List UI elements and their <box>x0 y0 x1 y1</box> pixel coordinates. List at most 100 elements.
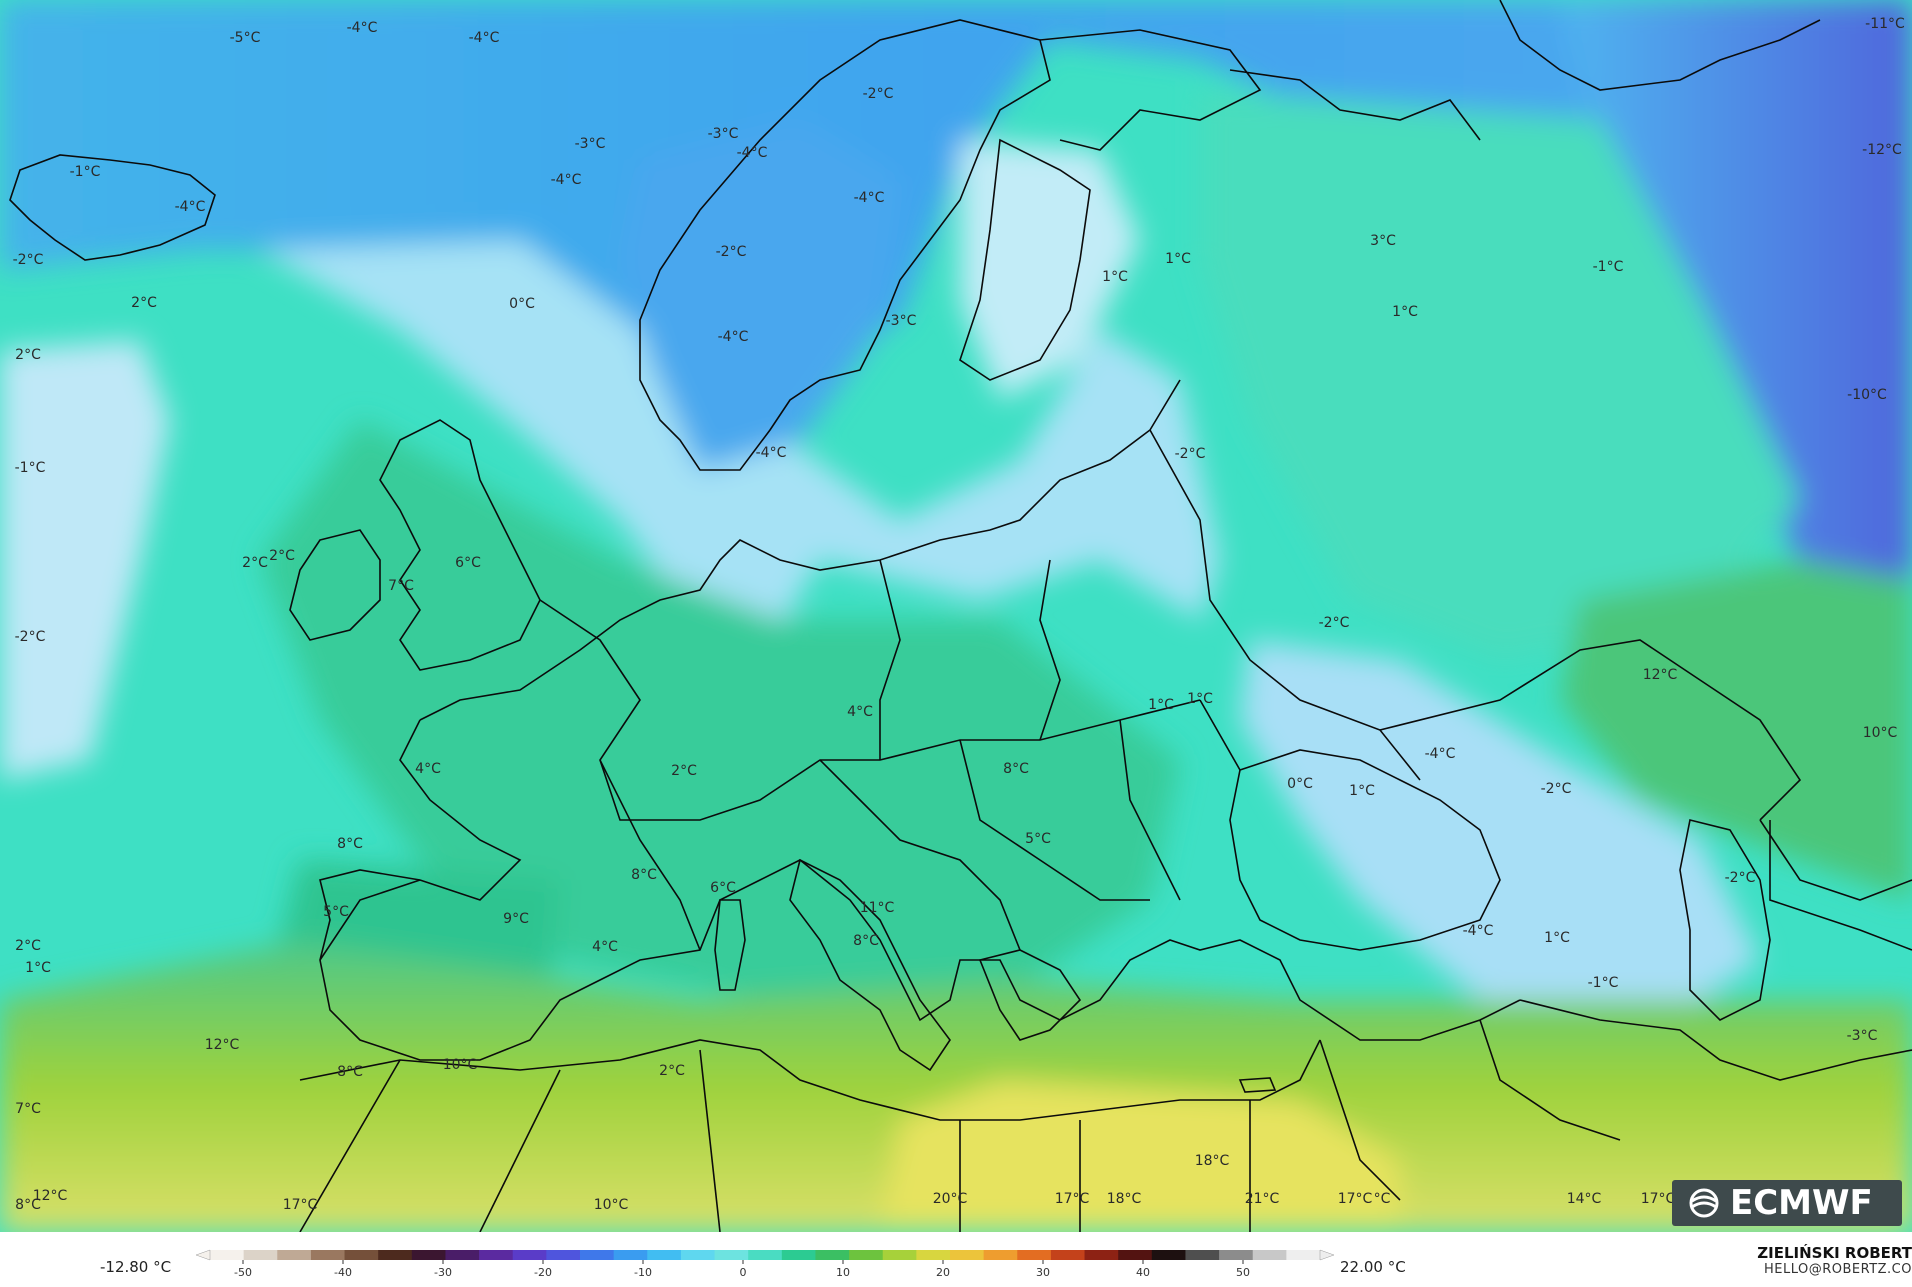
colorbar-segment <box>445 1250 480 1260</box>
temperature-label: 4°C <box>592 939 618 955</box>
temperature-label: 1°C <box>1187 691 1213 707</box>
temperature-label: 10°C <box>594 1197 629 1213</box>
author-block: ZIELIŃSKI ROBERT HELLO@ROBERTZ.CO <box>1757 1244 1912 1277</box>
temperature-label: 5°C <box>323 904 349 920</box>
logo-text: ECMWF <box>1730 1183 1873 1223</box>
temperature-label: -4°C <box>469 30 500 46</box>
colorbar-segment <box>479 1250 514 1260</box>
colorbar-segment <box>983 1250 1018 1260</box>
temperature-label: -2°C <box>863 86 894 102</box>
temperature-label: -1°C <box>70 164 101 180</box>
colorbar-max-arrow <box>1319 1249 1335 1261</box>
temperature-label: 1°C <box>1544 930 1570 946</box>
temperature-label: 2°C <box>242 555 268 571</box>
colorbar-max-label: 22.00 °C <box>1340 1258 1406 1276</box>
temperature-label: 4°C <box>847 704 873 720</box>
temperature-label: 10°C <box>1863 725 1898 741</box>
temperature-label: -5°C <box>230 30 261 46</box>
colorbar-tick-label: 30 <box>1036 1266 1050 1279</box>
temperature-label: 20°C <box>933 1191 968 1207</box>
temperature-label: 7°C <box>388 578 414 594</box>
colorbar-ticks: -50 -40 -30 -20 -10 0 10 20 30 40 50 <box>234 1260 1250 1279</box>
temperature-label: 1°C <box>1165 251 1191 267</box>
colorbar-tick-label: -10 <box>634 1266 652 1279</box>
temperature-label: 1°C <box>1102 269 1128 285</box>
temperature-label: -4°C <box>854 190 885 206</box>
colorbar-segment <box>647 1250 682 1260</box>
temperature-label: -1°C <box>1588 975 1619 991</box>
colorbar-segment <box>849 1250 884 1260</box>
colorbar-segment <box>1084 1250 1119 1260</box>
colorbar-segment <box>916 1250 951 1260</box>
colorbar-tick-label: 50 <box>1236 1266 1250 1279</box>
colorbar-segment <box>1017 1250 1052 1260</box>
temperature-label: 2°C <box>269 548 295 564</box>
temperature-label: -3°C <box>708 126 739 142</box>
colorbar-segment <box>815 1250 850 1260</box>
colorbar-segment <box>243 1250 278 1260</box>
colorbar-segment <box>411 1250 446 1260</box>
colorbar-segment <box>748 1250 783 1260</box>
colorbar-tick-label: -20 <box>534 1266 552 1279</box>
coastlines <box>9 0 1912 1232</box>
temperature-label: -2°C <box>15 629 46 645</box>
colorbar-segment <box>210 1250 245 1260</box>
temperature-label: -4°C <box>718 329 749 345</box>
temperature-label: 2°C <box>671 763 697 779</box>
temperature-label: -4°C <box>1425 746 1456 762</box>
temperature-label: 2°C <box>15 938 41 954</box>
temperature-label: -2°C <box>1725 870 1756 886</box>
colorbar-tick-label: -50 <box>234 1266 252 1279</box>
temperature-label: 12°C <box>205 1037 240 1053</box>
colorbar-min-arrow <box>195 1249 211 1261</box>
colorbar-segment <box>546 1250 581 1260</box>
colorbar-segments <box>195 1249 1335 1261</box>
temperature-label: 21°C <box>1245 1191 1280 1207</box>
colorbar-segment <box>512 1250 547 1260</box>
temperature-label: -4°C <box>1463 923 1494 939</box>
colorbar-segment <box>882 1250 917 1260</box>
temperature-label: 17°C <box>1338 1191 1373 1207</box>
temperature-label: -4°C <box>175 199 206 215</box>
colorbar-segment <box>1118 1250 1153 1260</box>
temperature-label: 6°C <box>710 880 736 896</box>
map-canvas: -5°C -4°C -4°C -1°C -4°C -2°C -3°C -4°C -3°C -4°C… <box>0 0 1912 1232</box>
temperature-label: -3°C <box>1847 1028 1878 1044</box>
temperature-label: 2°C <box>131 295 157 311</box>
temperature-label: 18°C <box>1195 1153 1230 1169</box>
colorbar-segment <box>680 1250 716 1260</box>
colorbar-segment <box>277 1250 312 1260</box>
temperature-label: -2°C <box>1319 615 1350 631</box>
temperature-label: -4°C <box>551 172 582 188</box>
temperature-label: -4°C <box>737 145 768 161</box>
temperature-label: °C <box>1374 1191 1391 1207</box>
colorbar-segment <box>1286 1250 1321 1260</box>
temperature-label: 12°C <box>1643 667 1678 683</box>
temperature-label: 17°C <box>283 1197 318 1213</box>
temperature-label: 17°C <box>1055 1191 1090 1207</box>
colorbar-segment <box>1185 1250 1220 1260</box>
colorbar-segment <box>613 1250 648 1260</box>
temperature-label: 1°C <box>1392 304 1418 320</box>
colorbar-segment <box>1252 1250 1287 1260</box>
colorbar-segment <box>781 1250 816 1260</box>
colorbar-tick-label: 10 <box>836 1266 850 1279</box>
temperature-label: -12°C <box>1862 142 1902 158</box>
temperature-label: -2°C <box>1541 781 1572 797</box>
temperature-label: 18°C <box>1107 1191 1142 1207</box>
temperature-label: -3°C <box>575 136 606 152</box>
legend-footer: -12.80 °C -50 -40 -30 -20 -10 0 10 20 30 40 50 22.… <box>0 1232 1912 1287</box>
temperature-label: 12°C <box>33 1188 68 1204</box>
temperature-label: -4°C <box>347 20 378 36</box>
temperature-label: 0°C <box>1287 776 1313 792</box>
ecmwf-logo-icon <box>1689 1188 1719 1218</box>
temperature-label: -1°C <box>15 460 46 476</box>
temperature-label: 4°C <box>415 761 441 777</box>
colorbar-tick-label: 20 <box>936 1266 950 1279</box>
temperature-label: -4°C <box>756 445 787 461</box>
colorbar-segment <box>1050 1250 1086 1260</box>
temperature-label: 1°C <box>1148 697 1174 713</box>
temperature-label: -2°C <box>716 244 747 260</box>
temperature-label: -1°C <box>1593 259 1624 275</box>
colorbar-segment <box>344 1250 379 1260</box>
